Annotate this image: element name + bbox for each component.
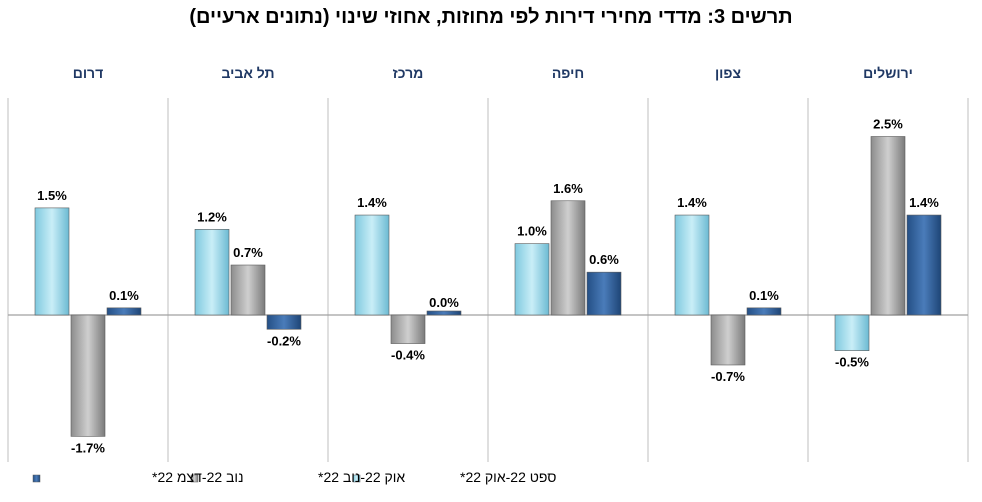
data-label: 1.0%: [517, 224, 547, 239]
bar: [426, 310, 462, 316]
bar: [354, 214, 390, 316]
grid-layer: [7, 98, 969, 462]
data-label: 0.1%: [109, 288, 139, 303]
category-label: תל אביב: [221, 65, 274, 81]
bar: [746, 307, 782, 316]
bar: [194, 229, 230, 316]
legend: ספט 22-אוק 22* אוק 22-נוב 22* נוב 22-דצמ 2…: [32, 469, 556, 485]
bar: [390, 314, 426, 344]
data-label: -0.2%: [267, 333, 301, 348]
bar: [906, 214, 942, 316]
bar: [586, 271, 622, 316]
data-label: 0.1%: [749, 288, 779, 303]
labels-layer: דרום תל אביב מרכז חיפה צפון ירושלים 1.5% 1.2% 1.…: [37, 65, 939, 455]
bars-layer: [34, 136, 942, 437]
bar: [870, 136, 906, 316]
category-label: ירושלים: [863, 65, 913, 81]
bar: [674, 214, 710, 316]
data-label: -1.7%: [71, 440, 105, 455]
data-label: -0.5%: [835, 355, 869, 370]
data-label: 0.6%: [589, 252, 619, 267]
category-label: מרכז: [393, 65, 424, 81]
chart-title: תרשים 3: מדדי מחירי דירות לפי מחוזות, אח…: [189, 6, 793, 28]
legend-marker: [190, 474, 199, 483]
bar: [834, 314, 870, 352]
data-label: 0.0%: [429, 295, 459, 310]
data-label: 1.6%: [553, 181, 583, 196]
legend-marker: [352, 474, 361, 483]
bar: [230, 264, 266, 316]
data-label: -0.4%: [391, 348, 425, 363]
data-label: 2.5%: [873, 117, 903, 132]
bar: [70, 314, 106, 437]
bar: [710, 314, 746, 366]
data-label: 1.4%: [909, 195, 939, 210]
bar: [514, 243, 550, 316]
bar: [550, 200, 586, 316]
data-label: -0.7%: [711, 369, 745, 384]
legend-label: ספט 22-אוק 22*: [460, 469, 556, 485]
legend-label: נוב 22-דצמ 22*: [152, 469, 244, 485]
data-label: 1.5%: [37, 188, 67, 203]
data-label: 1.2%: [197, 209, 227, 224]
bar: [106, 307, 142, 316]
legend-label: אוק 22-נוב 22*: [318, 469, 405, 485]
bar: [266, 314, 302, 330]
data-label: 1.4%: [677, 195, 707, 210]
legend-marker: [32, 474, 41, 483]
data-label: 0.7%: [233, 245, 263, 260]
category-label: צפון: [715, 65, 741, 81]
category-label: דרום: [73, 65, 104, 81]
category-label: חיפה: [552, 65, 584, 81]
data-label: 1.4%: [357, 195, 387, 210]
bar: [34, 207, 70, 316]
